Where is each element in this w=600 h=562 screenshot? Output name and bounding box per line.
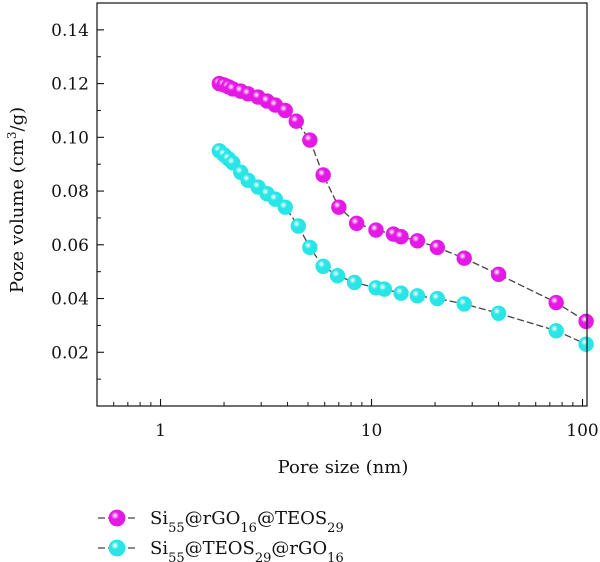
series-2-point [409, 288, 426, 304]
y-axis-label: Poze volume (cm3/g) [5, 107, 28, 293]
legend-marker-1 [108, 509, 126, 527]
series-1-point [456, 250, 472, 266]
x-tick-label: 100 [566, 421, 598, 441]
y-tick-label: 0.12 [51, 75, 89, 95]
series-2-point [578, 336, 594, 352]
y-tick-label: 0.14 [51, 21, 89, 41]
legend-label-text: @rGO [185, 508, 241, 529]
legend-label-subscript: 16 [240, 521, 257, 536]
y-axis-label-tail: /g) [7, 107, 28, 132]
series-1-point [548, 294, 564, 311]
series-1-point [277, 102, 293, 119]
y-tick-label: 0.06 [51, 236, 89, 256]
x-axis-label: Pore size (nm) [278, 457, 409, 478]
y-tick-label: 0.04 [51, 290, 89, 310]
x-tick-label: 10 [361, 421, 383, 441]
legend-label-1: Si55@rGO16@TEOS29 [150, 508, 344, 536]
axes: 0.02 0.04 0.06 0.08 0.10 0.12 0.14 1 10 100 [51, 2, 599, 441]
series-2-point [302, 239, 318, 256]
legend-label-text: Si [150, 538, 168, 559]
series-2-point [277, 199, 293, 215]
legend-label-text: Si [150, 508, 168, 529]
series-2-point [393, 285, 409, 301]
series-2-point [429, 290, 446, 307]
series-1-point [409, 233, 426, 249]
legend-label-text: @rGO [271, 538, 327, 559]
series-2-point [376, 281, 393, 297]
series-2-line [218, 150, 587, 345]
series-2-point [346, 274, 363, 291]
series-1-point [288, 113, 304, 129]
legend-label-text: @TEOS [257, 508, 327, 529]
series-2-point [290, 218, 307, 234]
y-tick-label: 0.10 [51, 128, 89, 148]
legend-label-text: @TEOS [185, 538, 255, 559]
series-1-point [348, 215, 365, 232]
series-1-point [393, 229, 409, 245]
series-1-point [490, 266, 507, 283]
y-axis-label-superscript: 3 [5, 131, 19, 139]
plot-frame [96, 2, 588, 407]
series-1-point [302, 132, 318, 148]
plot-area [211, 75, 594, 352]
legend-label-subscript: 29 [255, 551, 272, 562]
legend-marker-2 [108, 539, 126, 557]
series-2-point [329, 267, 346, 284]
legend-label-subscript: 29 [327, 521, 344, 536]
legend-label-subscript: 16 [327, 551, 344, 562]
series-2-point [456, 296, 472, 312]
series-2-point [548, 323, 564, 339]
y-axis-label-main: Poze volume (cm [7, 139, 28, 293]
series-1-point [331, 199, 347, 215]
series-1-point [368, 222, 384, 238]
series-2-point [490, 305, 507, 322]
legend-label-2: Si55@TEOS29@rGO16 [150, 538, 344, 562]
legend-label-subscript: 55 [168, 521, 185, 536]
legend-label-subscript: 55 [168, 551, 185, 562]
y-tick-label: 0.02 [51, 343, 89, 363]
y-tick-label: 0.08 [51, 182, 89, 202]
series-1-point [315, 167, 331, 183]
x-tick-label: 1 [155, 421, 166, 441]
series-1-point [429, 239, 446, 256]
series-2-point [315, 258, 331, 274]
series-1-point [578, 313, 594, 330]
